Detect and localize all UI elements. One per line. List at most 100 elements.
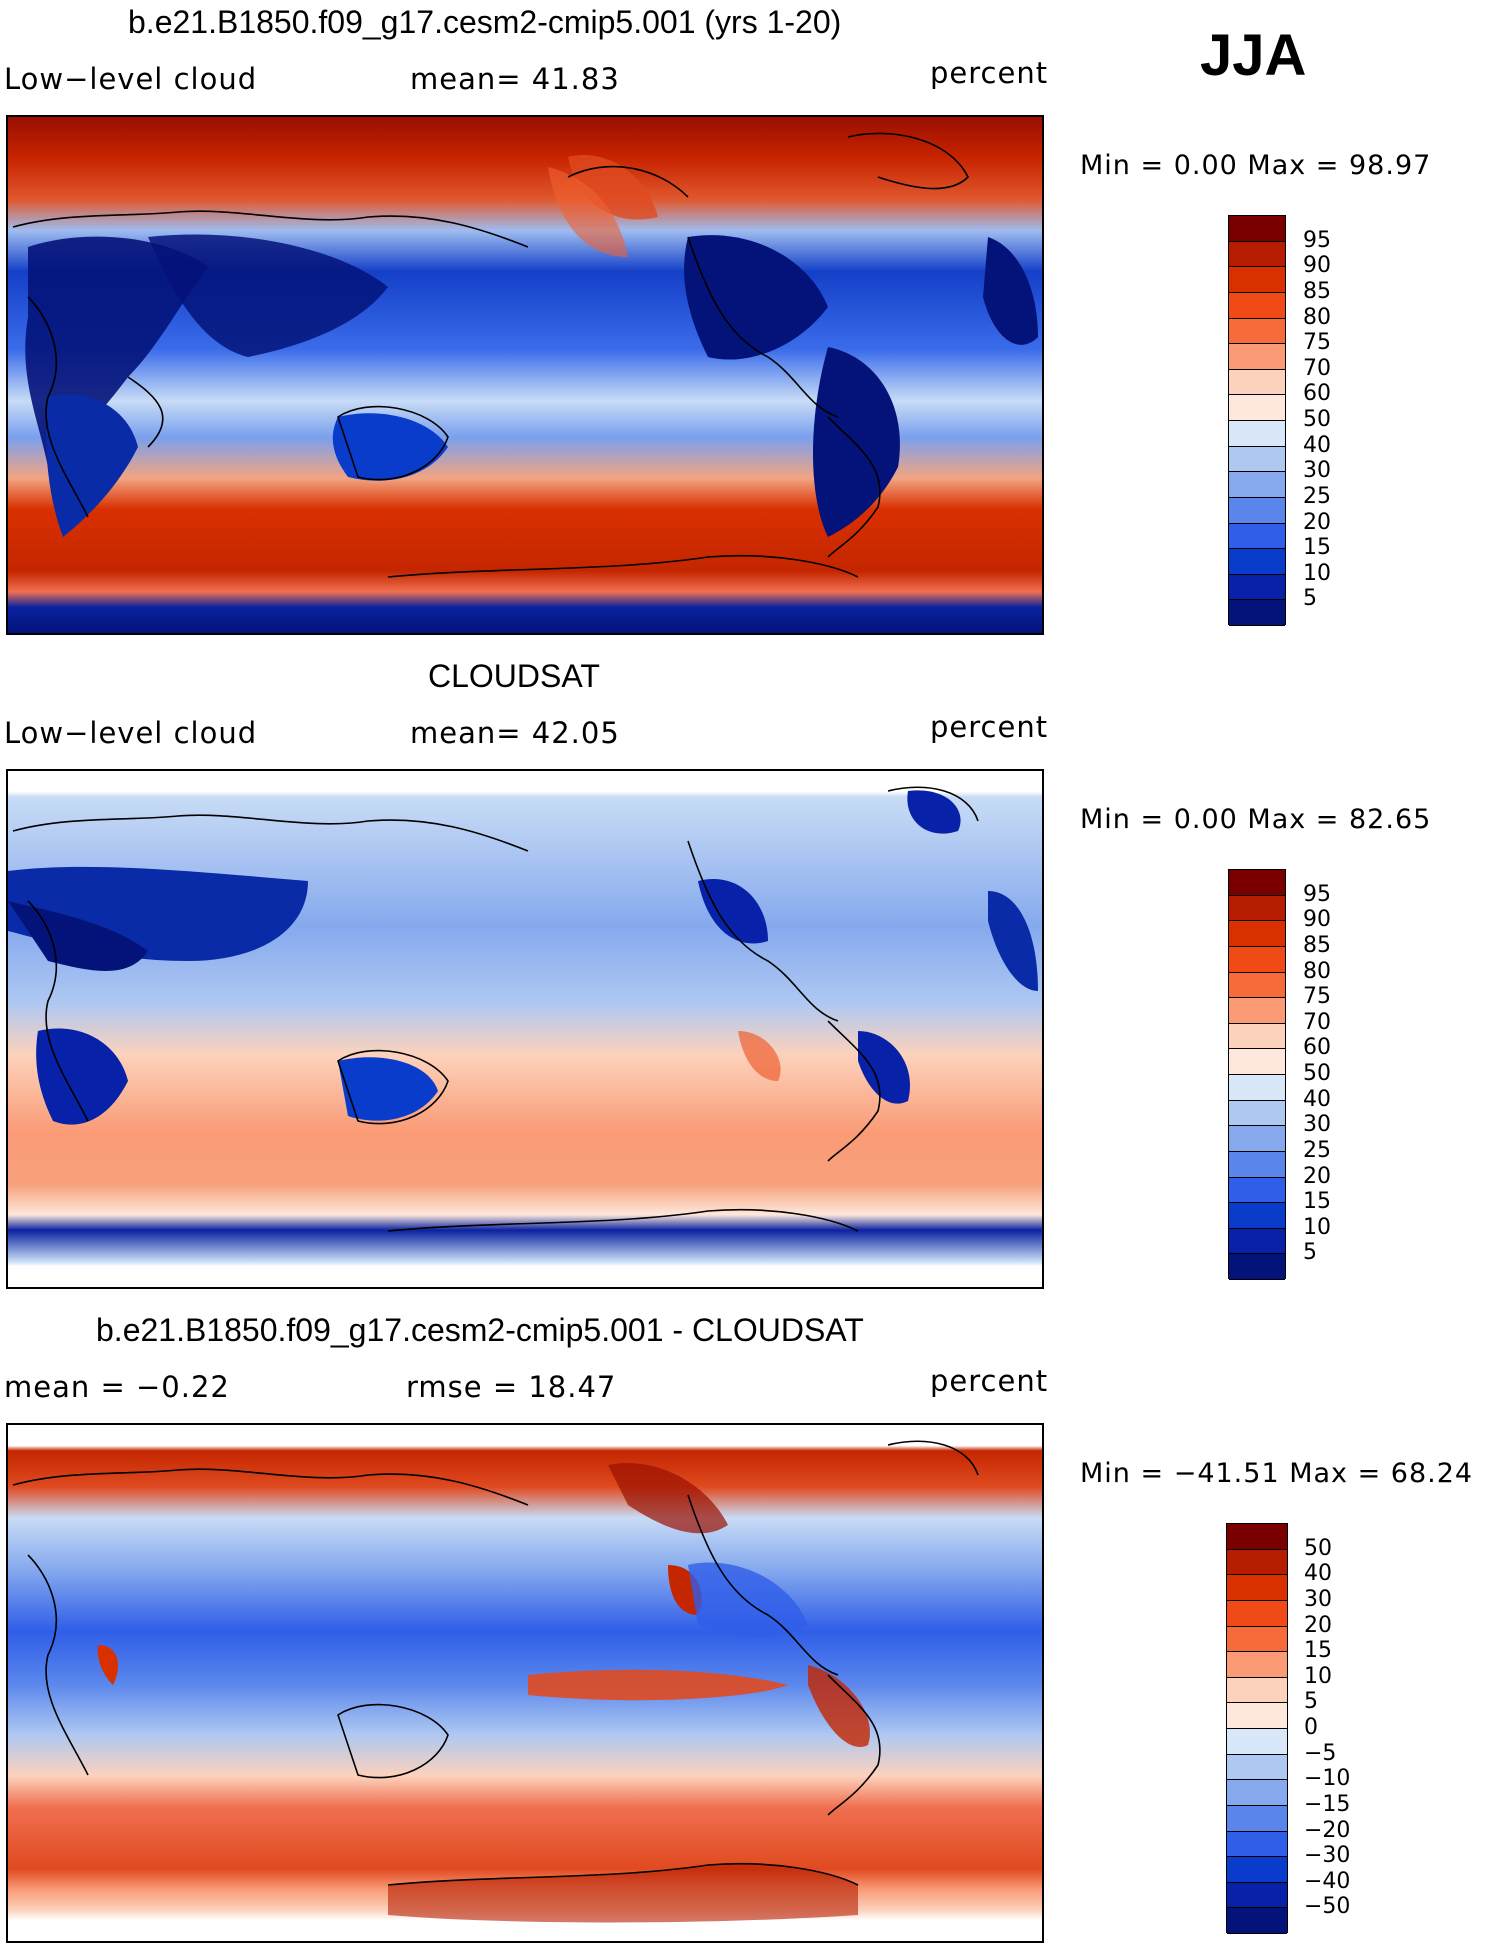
panel-1-colorbar-blocks: [1228, 215, 1286, 626]
colorbar-swatch: [1229, 921, 1285, 947]
colorbar-tick-label: 20: [1303, 1163, 1331, 1189]
colorbar-swatch: [1229, 870, 1285, 896]
colorbar-swatch: [1229, 1151, 1285, 1178]
colorbar-swatch: [1229, 1126, 1285, 1152]
colorbar-swatch: [1227, 1805, 1287, 1832]
panel-3-colorbar-labels: 50 40 30 20 15 10 5 0 −5 −10 −15 −20 −30 −40 −50: [1304, 1523, 1424, 1933]
colorbar-swatch: [1227, 1729, 1287, 1755]
panel-1-mean-label: mean= 41.83: [410, 62, 620, 96]
panel-2-minmax: Min = 0.00 Max = 82.65: [1080, 804, 1432, 835]
colorbar-swatch: [1227, 1575, 1287, 1601]
panel-1-unit-label: percent: [930, 56, 1049, 90]
colorbar-swatch: [1229, 1023, 1285, 1050]
colorbar-swatch: [1229, 267, 1285, 293]
panel-3-colorbar-blocks: [1226, 1523, 1288, 1934]
colorbar-tick-label: 30: [1303, 458, 1331, 484]
colorbar-tick-label: 95: [1303, 881, 1331, 907]
panel-2-colorbar-labels: 95 90 85 80 75 70 60 50 40 30 25 20 15 10 5: [1303, 869, 1403, 1279]
panel-3-rmse-label: rmse = 18.47: [406, 1370, 617, 1404]
colorbar-swatch: [1229, 972, 1285, 999]
colorbar-swatch: [1229, 344, 1285, 370]
colorbar-swatch: [1229, 216, 1285, 242]
panel-2-map-svg: [8, 771, 1042, 1287]
colorbar-tick-label: −30: [1304, 1843, 1351, 1869]
colorbar-tick-label: 50: [1303, 407, 1331, 432]
colorbar-tick-label: −15: [1304, 1791, 1351, 1817]
colorbar-tick-label: 85: [1303, 278, 1331, 304]
colorbar-swatch: [1229, 446, 1285, 473]
colorbar-tick-label: 90: [1303, 253, 1331, 279]
colorbar-swatch: [1229, 998, 1285, 1024]
colorbar-tick-label: 85: [1303, 932, 1331, 958]
panel-1-map: [6, 115, 1044, 635]
panel-1-minmax: Min = 0.00 Max = 98.97: [1080, 150, 1432, 181]
colorbar-tick-label: 20: [1303, 509, 1331, 535]
colorbar-tick-label: 50: [1304, 1535, 1332, 1561]
panel-2-map: [6, 769, 1044, 1289]
colorbar-tick-label: 40: [1304, 1561, 1332, 1587]
panel-3-title: b.e21.B1850.f09_g17.cesm2-cmip5.001 - CL…: [96, 1312, 864, 1348]
colorbar-swatch: [1227, 1908, 1287, 1934]
colorbar-tick-label: 10: [1303, 1214, 1331, 1240]
colorbar-tick-label: 40: [1303, 1086, 1331, 1112]
colorbar-tick-label: −50: [1304, 1894, 1351, 1920]
colorbar-tick-label: 20: [1304, 1612, 1332, 1638]
colorbar-tick-label: −20: [1304, 1817, 1351, 1843]
colorbar-tick-label: 80: [1303, 304, 1331, 330]
colorbar-swatch: [1229, 895, 1285, 922]
colorbar-swatch: [1227, 1831, 1287, 1858]
colorbar-swatch: [1227, 1882, 1287, 1909]
panel-1-colorbar-labels: 95 90 85 80 75 70 60 50 40 30 25 20 15 10 5: [1303, 215, 1403, 625]
colorbar-swatch: [1227, 1600, 1287, 1627]
colorbar-swatch: [1227, 1524, 1287, 1550]
colorbar-swatch: [1229, 472, 1285, 498]
colorbar-tick-label: 15: [1304, 1638, 1332, 1664]
colorbar-swatch: [1229, 946, 1285, 973]
colorbar-swatch: [1227, 1754, 1287, 1781]
panel-2-title: CLOUDSAT: [428, 658, 600, 694]
colorbar-swatch: [1229, 292, 1285, 319]
colorbar-swatch: [1227, 1549, 1287, 1576]
panel-3-unit-label: percent: [930, 1364, 1049, 1398]
colorbar-swatch: [1227, 1857, 1287, 1883]
colorbar-swatch: [1229, 421, 1285, 447]
panel-3-colorbar: 50 40 30 20 15 10 5 0 −5 −10 −15 −20 −30 −40 −50: [1226, 1523, 1446, 1934]
colorbar-tick-label: 5: [1303, 1240, 1317, 1266]
colorbar-tick-label: 95: [1303, 227, 1331, 253]
panel-3-map: [6, 1423, 1044, 1943]
panel-3-map-svg: [8, 1425, 1042, 1941]
colorbar-swatch: [1227, 1703, 1287, 1729]
colorbar-tick-label: 10: [1304, 1663, 1332, 1689]
colorbar-tick-label: 70: [1303, 355, 1331, 381]
panel-2-colorbar-blocks: [1228, 869, 1286, 1280]
colorbar-tick-label: 40: [1303, 432, 1331, 458]
colorbar-tick-label: 30: [1304, 1586, 1332, 1612]
colorbar-swatch: [1229, 1228, 1285, 1255]
colorbar-swatch: [1227, 1677, 1287, 1704]
colorbar-tick-label: 80: [1303, 958, 1331, 984]
panel-1-variable-label: Low−level cloud: [4, 62, 258, 96]
colorbar-tick-label: 60: [1303, 381, 1331, 407]
panel-3-minmax: Min = −41.51 Max = 68.24: [1080, 1458, 1474, 1489]
colorbar-swatch: [1229, 549, 1285, 575]
colorbar-tick-label: 15: [1303, 1189, 1331, 1215]
colorbar-swatch: [1229, 1177, 1285, 1204]
colorbar-swatch: [1229, 1254, 1285, 1280]
colorbar-tick-label: 90: [1303, 907, 1331, 933]
colorbar-tick-label: 25: [1303, 483, 1331, 509]
colorbar-tick-label: 70: [1303, 1009, 1331, 1035]
colorbar-tick-label: 75: [1303, 984, 1331, 1010]
colorbar-tick-label: −10: [1304, 1766, 1351, 1792]
colorbar-tick-label: 60: [1303, 1035, 1331, 1061]
colorbar-swatch: [1229, 395, 1285, 421]
colorbar-swatch: [1229, 497, 1285, 524]
panel-1-title: b.e21.B1850.f09_g17.cesm2-cmip5.001 (yrs…: [128, 4, 842, 40]
colorbar-tick-label: 10: [1303, 560, 1331, 586]
colorbar-swatch: [1229, 574, 1285, 601]
colorbar-tick-label: 5: [1303, 586, 1317, 612]
panel-2-mean-label: mean= 42.05: [410, 716, 620, 750]
colorbar-swatch: [1227, 1780, 1287, 1806]
colorbar-tick-label: 50: [1303, 1061, 1331, 1086]
colorbar-tick-label: 5: [1304, 1689, 1318, 1715]
colorbar-swatch: [1229, 318, 1285, 345]
